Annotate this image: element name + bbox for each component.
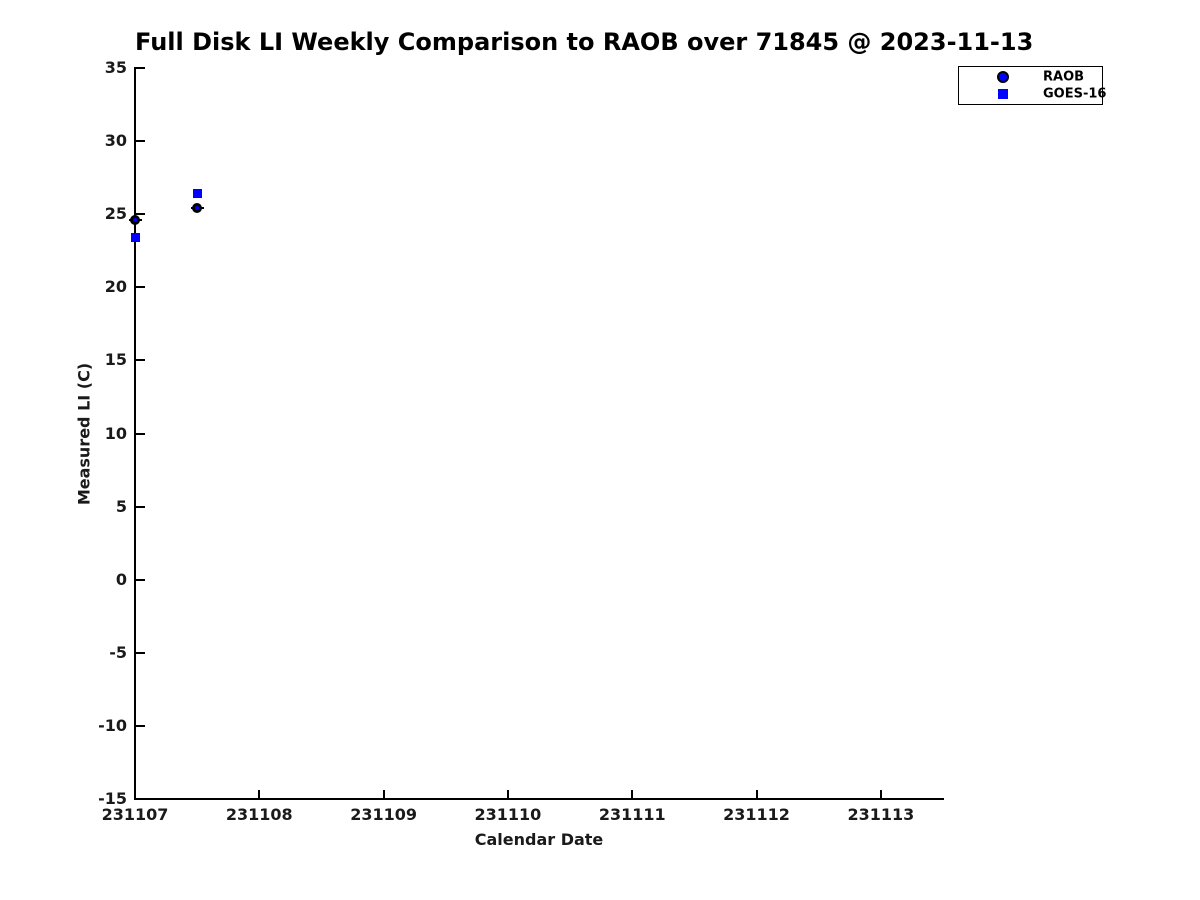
x-tick-label: 231108 bbox=[225, 805, 293, 824]
y-tick-mark bbox=[136, 432, 145, 435]
legend-label: RAOB bbox=[1043, 69, 1085, 85]
raob-circle-icon bbox=[997, 70, 1009, 83]
x-tick-mark bbox=[134, 790, 136, 799]
legend: RAOB GOES-16 bbox=[958, 66, 1106, 105]
y-tick-mark bbox=[136, 578, 145, 581]
x-tick-label: 231110 bbox=[474, 805, 542, 824]
y-axis-label: Measured LI (C) bbox=[74, 362, 94, 506]
y-tick-label: 20 bbox=[104, 277, 127, 297]
x-tick-label: 231113 bbox=[847, 805, 915, 824]
x-tick-mark bbox=[382, 790, 385, 799]
x-tick-mark bbox=[506, 790, 509, 799]
legend-item-raob: RAOB bbox=[959, 69, 1102, 85]
x-tick-mark bbox=[755, 790, 758, 799]
y-tick-label: 10 bbox=[104, 423, 127, 443]
y-tick-mark bbox=[136, 651, 145, 654]
y-tick-label: -10 bbox=[98, 715, 127, 735]
x-tick-mark bbox=[258, 790, 261, 799]
x-tick-mark bbox=[879, 790, 882, 799]
legend-item-goes-16: GOES-16 bbox=[959, 86, 1106, 102]
y-tick-mark bbox=[136, 359, 145, 362]
y-tick-label: 15 bbox=[104, 350, 127, 370]
y-tick-label: 5 bbox=[115, 496, 127, 516]
y-tick-mark bbox=[136, 724, 145, 727]
y-tick-label: 35 bbox=[104, 58, 127, 77]
x-axis-label: Calendar Date bbox=[474, 830, 604, 849]
chart-title: Full Disk LI Weekly Comparison to RAOB o… bbox=[135, 28, 1034, 56]
y-tick-label: 25 bbox=[104, 204, 127, 224]
goes-16-point bbox=[130, 233, 140, 243]
x-tick-label: 231109 bbox=[350, 805, 417, 824]
raob-point bbox=[192, 203, 203, 214]
y-tick-mark bbox=[136, 286, 145, 289]
x-tick-label: 231112 bbox=[723, 805, 790, 824]
goes-16-point bbox=[192, 189, 202, 199]
y-tick-mark bbox=[136, 505, 145, 508]
y-tick-label: 0 bbox=[115, 569, 127, 589]
x-tick-mark bbox=[631, 790, 634, 799]
y-tick-label: -5 bbox=[109, 642, 127, 662]
legend-label: GOES-16 bbox=[1043, 86, 1107, 102]
raob-point bbox=[130, 215, 140, 226]
y-axis-line bbox=[134, 67, 136, 800]
y-tick-mark bbox=[136, 140, 145, 143]
y-tick-mark bbox=[136, 213, 145, 216]
y-tick-label: 30 bbox=[104, 131, 127, 151]
x-tick-label: 231111 bbox=[598, 805, 666, 824]
y-tick-label: -15 bbox=[98, 789, 127, 808]
y-tick-mark bbox=[136, 798, 145, 800]
goes-16-square-icon bbox=[998, 89, 1008, 100]
x-axis-line bbox=[134, 798, 944, 800]
y-tick-mark bbox=[136, 67, 145, 69]
x-tick-label: 231107 bbox=[101, 805, 169, 824]
